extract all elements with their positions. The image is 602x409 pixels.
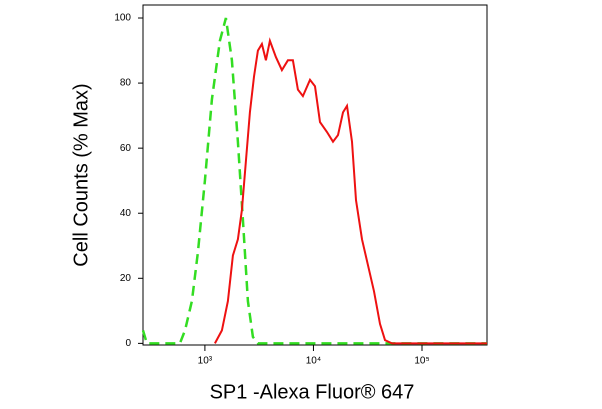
y-axis-label: Cell Counts (% Max) <box>70 83 92 266</box>
x-tick-label: 10⁴ <box>306 356 321 367</box>
y-tick-label: 40 <box>120 208 132 219</box>
y-tick-label: 60 <box>120 143 132 154</box>
y-tick-label: 100 <box>114 13 131 24</box>
x-tick-label: 10³ <box>198 356 213 367</box>
y-tick-label: 20 <box>120 273 132 284</box>
series-line <box>141 17 487 345</box>
x-tick-label: 10⁵ <box>414 356 429 367</box>
series-line <box>214 37 487 345</box>
x-axis-label: SP1 -Alexa Fluor® 647 <box>210 381 415 403</box>
y-tick-label: 80 <box>120 78 132 89</box>
plot-frame <box>142 4 488 346</box>
y-tick-label: 0 <box>125 338 131 349</box>
